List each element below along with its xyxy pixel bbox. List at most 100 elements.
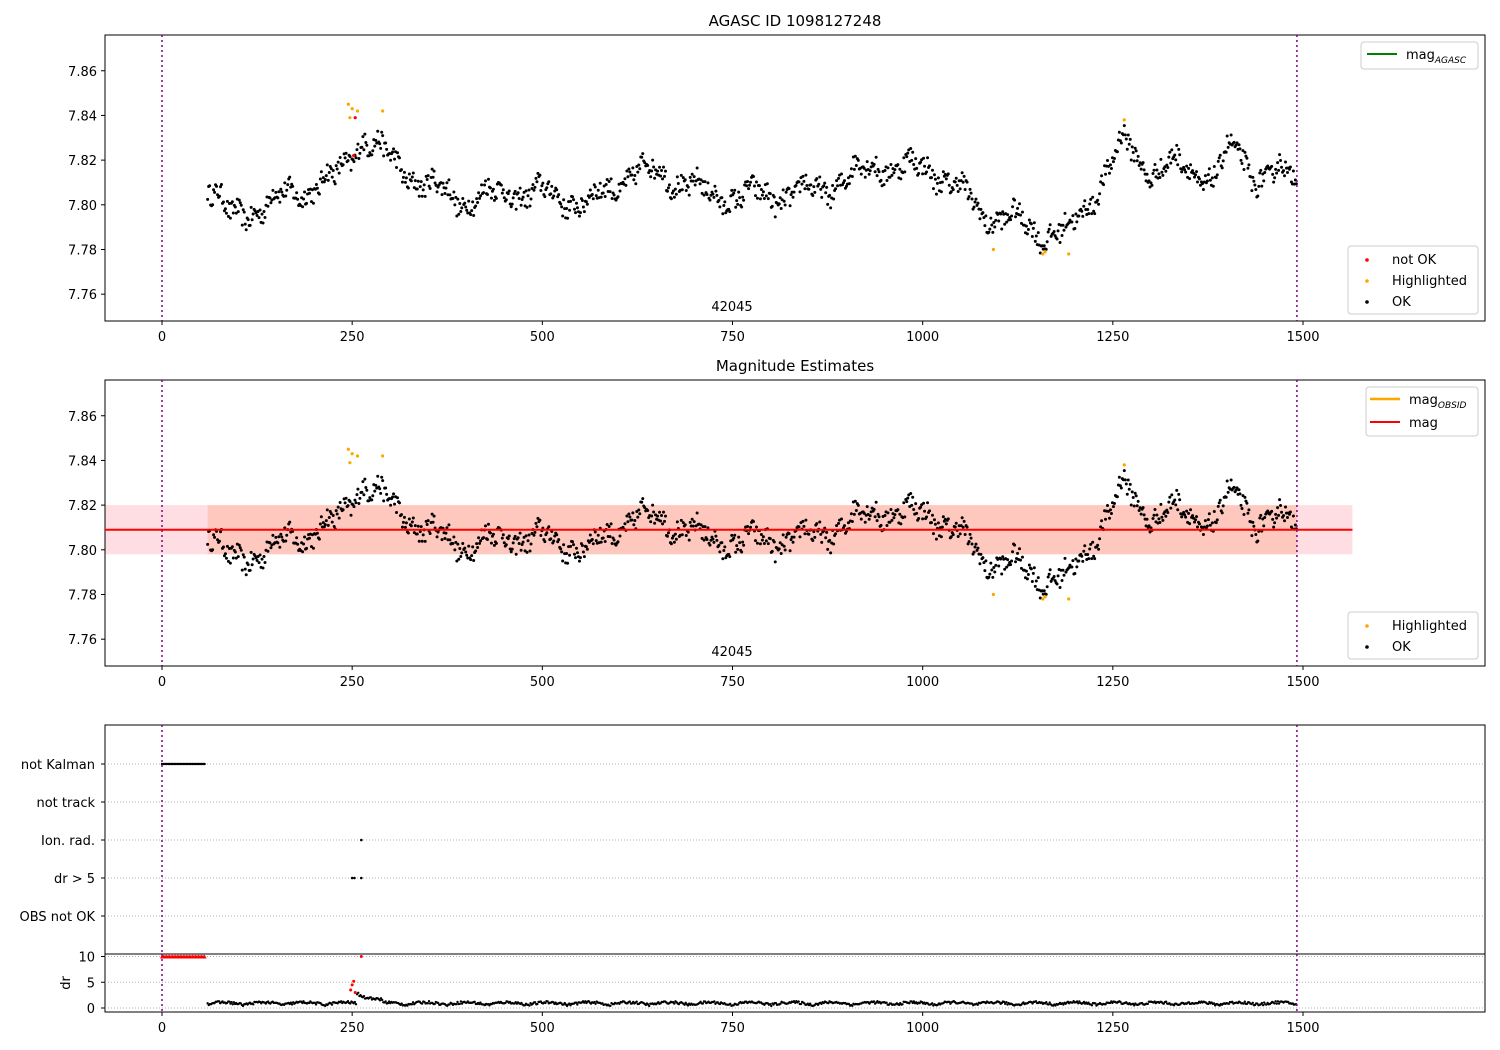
ok-point [1055,582,1059,586]
ok-point [318,177,322,181]
dr-point [1251,1001,1254,1005]
ok-point [1009,218,1013,222]
legend-marker-highlighted [1365,279,1369,283]
ok-point [1187,511,1191,515]
ok-point [979,207,983,211]
x-tick-label: 1250 [1096,675,1129,690]
dr-point [774,1001,778,1005]
legend-top-1: magAGASC [1360,41,1479,70]
legend-label-mag-agasc: magAGASC [1406,48,1467,66]
highlighted-point [348,461,352,465]
ok-point [532,533,536,537]
ok-point [532,188,536,192]
ok-point [465,208,469,212]
ok-point [321,176,325,180]
ok-point [440,193,444,197]
ok-point [1254,532,1258,536]
ok-point [963,188,967,192]
ok-point [382,499,386,503]
ok-point [258,553,262,557]
ok-point [789,193,793,197]
ok-point [626,520,630,524]
dr-point [1146,1002,1150,1006]
ok-point [1118,139,1122,143]
ok-point [609,177,613,181]
ok-point [1287,167,1291,171]
ok-point [1073,571,1077,575]
ok-point [1180,515,1184,519]
ok-point [428,532,432,536]
ok-point [754,180,758,184]
ok-point [835,179,839,183]
ok-point [1071,559,1075,563]
ok-point [582,555,586,559]
ok-point [525,550,529,554]
ok-point [454,195,458,199]
ok-point [868,169,872,173]
ok-point [572,543,576,547]
ok-point [241,208,245,212]
ok-point [783,548,787,552]
ok-point [406,186,410,190]
ok-point [470,554,474,558]
ok-point [1026,228,1030,232]
x-tick-label: 750 [720,675,745,690]
ok-point [212,533,216,537]
dr-point [635,1000,638,1003]
ok-point [815,177,819,181]
ok-point [608,190,612,194]
ok-point [336,160,340,164]
ok-point [385,147,389,151]
ok-point [426,519,430,523]
ok-point [271,188,275,192]
ok-point [842,179,846,183]
ok-point [575,551,579,555]
ok-point [988,227,992,231]
ok-point [419,525,423,529]
ok-point [212,188,216,192]
legend-label-mag-obsid: magOBSID [1409,393,1467,411]
ok-point [911,150,915,154]
ok-point [812,185,816,189]
ok-point [605,177,609,181]
ok-point [760,538,764,542]
highlighted-point [1067,252,1071,256]
ok-point [594,194,598,198]
ok-point [646,164,650,168]
ok-point [638,167,642,171]
ok-point [733,533,737,537]
ok-point [550,184,554,188]
ok-point [702,538,706,542]
dr-point [1263,1001,1266,1004]
ok-point [528,204,532,208]
ok-point [683,523,687,527]
ok-point [940,180,944,184]
x-tick-label: 500 [530,675,555,690]
ok-point [828,538,832,542]
ok-point [1032,566,1036,570]
ok-point [1163,510,1167,514]
ok-point [1083,544,1087,548]
ok-point [519,203,523,207]
ok-point [430,167,434,171]
ok-point [691,179,695,183]
ok-point [1293,523,1297,527]
ok-point [1045,585,1049,589]
ok-point [291,184,295,188]
ok-point [486,177,490,181]
ok-point [863,520,867,524]
ok-point [397,501,401,505]
ok-point [368,151,372,155]
ok-point [476,201,480,205]
dr-point [872,1000,876,1003]
ok-point [914,157,918,161]
ok-point [680,188,684,192]
ok-point [416,524,420,528]
ok-point [425,177,429,181]
ok-point [770,204,774,208]
ok-point [741,540,745,544]
ok-point [1093,557,1097,561]
ok-point [714,534,718,538]
dr-point [701,1002,705,1005]
ok-point [296,197,300,201]
